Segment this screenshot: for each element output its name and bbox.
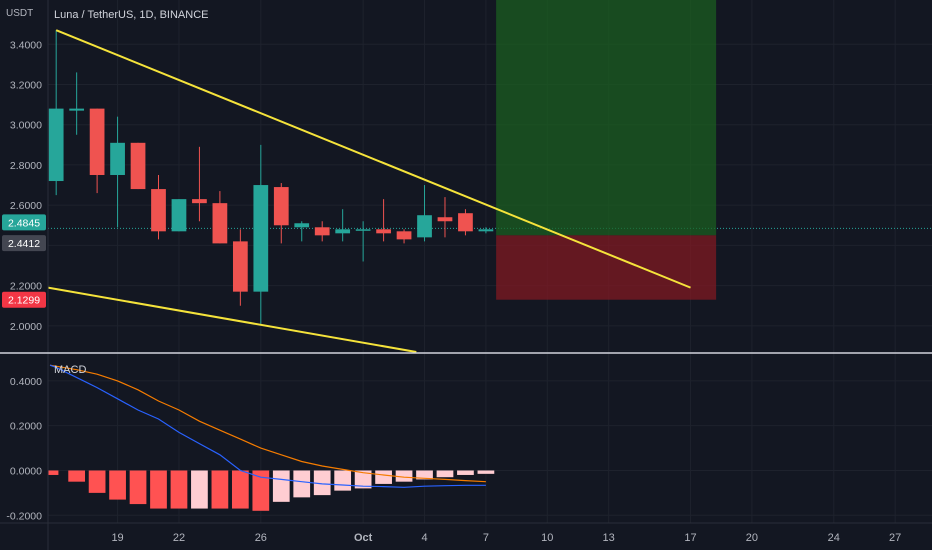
entry-price-label: 2.4412 xyxy=(8,238,40,250)
macd-histogram-bar xyxy=(170,470,188,509)
macd-histogram-bar xyxy=(293,470,311,498)
candle-body[interactable] xyxy=(151,189,166,232)
candle-body[interactable] xyxy=(355,229,371,231)
candles xyxy=(48,30,494,324)
macd-histogram-bar xyxy=(252,470,270,511)
macd-histogram-bar xyxy=(211,470,229,509)
candle-body[interactable] xyxy=(478,229,494,232)
macd-tick-label: 0.4000 xyxy=(10,376,42,388)
macd-histogram-bar xyxy=(313,470,331,496)
macd-histogram-bar xyxy=(477,470,495,474)
macd-line xyxy=(49,364,486,488)
candle-body[interactable] xyxy=(273,187,289,226)
macd-histogram-bar xyxy=(41,470,59,475)
candle-body[interactable] xyxy=(458,213,473,232)
x-tick-label: 26 xyxy=(255,532,267,544)
y-axis-background xyxy=(0,0,48,550)
macd-panel xyxy=(41,364,495,511)
macd-histogram-bar xyxy=(231,470,249,509)
x-tick-label: 27 xyxy=(889,532,901,544)
candle-body[interactable] xyxy=(314,227,330,236)
macd-tick-label: 0.2000 xyxy=(10,421,42,433)
price-tick-label: 2.8000 xyxy=(10,160,42,172)
target-zone[interactable] xyxy=(496,0,717,236)
position-zones xyxy=(496,0,717,300)
upper-trendline[interactable] xyxy=(55,29,691,289)
last-price-label: 2.4845 xyxy=(8,217,40,229)
entry-price-label-bg xyxy=(2,235,46,252)
x-tick-label: Oct xyxy=(354,532,373,544)
price-tick-label: 2.6000 xyxy=(10,200,42,212)
candle-body[interactable] xyxy=(335,229,351,234)
candle-body[interactable] xyxy=(232,241,248,292)
x-tick-label: 22 xyxy=(173,532,185,544)
price-tick-label: 2.0000 xyxy=(10,321,42,333)
price-tick-label: 2.2000 xyxy=(10,281,42,293)
candle-body[interactable] xyxy=(110,142,125,175)
x-tick-label: 17 xyxy=(684,532,696,544)
macd-histogram-bar xyxy=(150,470,167,509)
y-unit-label: USDT xyxy=(6,8,34,19)
x-tick-label: 4 xyxy=(421,532,427,544)
macd-histogram-bar xyxy=(68,470,86,482)
x-tick-label: 19 xyxy=(111,532,123,544)
price-tick-label: 3.4000 xyxy=(10,39,42,51)
last-price-label-bg xyxy=(2,214,46,231)
candle-body[interactable] xyxy=(130,142,146,190)
macd-histogram-bar xyxy=(272,470,290,502)
x-tick-label: 20 xyxy=(746,532,758,544)
candle-body[interactable] xyxy=(376,229,391,234)
macd-histogram-bar xyxy=(457,470,474,475)
stop-zone[interactable] xyxy=(496,235,717,300)
candle-body[interactable] xyxy=(437,217,453,222)
candle-body[interactable] xyxy=(396,231,412,240)
macd-histogram-bar xyxy=(109,470,126,500)
candle-body[interactable] xyxy=(253,185,269,292)
candle-body[interactable] xyxy=(69,108,85,111)
lower-trendline[interactable] xyxy=(47,286,417,353)
macd-histogram-bar xyxy=(88,470,106,493)
candle-body[interactable] xyxy=(294,223,310,228)
stop-price-label: 2.1299 xyxy=(8,295,40,307)
signal-line xyxy=(49,364,486,483)
x-tick-label: 7 xyxy=(483,532,489,544)
price-tick-label: 3.2000 xyxy=(10,79,42,91)
candle-body[interactable] xyxy=(212,203,228,244)
candle-body[interactable] xyxy=(48,108,64,182)
candle-body[interactable] xyxy=(192,199,207,204)
candle-body[interactable] xyxy=(171,199,187,232)
macd-histogram-bar xyxy=(334,470,352,491)
x-tick-label: 24 xyxy=(828,532,840,544)
macd-tick-label: 0.0000 xyxy=(10,465,42,477)
price-tick-label: 3.0000 xyxy=(10,120,42,132)
macd-histogram-bar xyxy=(191,470,208,509)
x-tick-label: 13 xyxy=(603,532,615,544)
macd-tick-label: -0.2000 xyxy=(6,510,42,522)
chart-title: Luna / TetherUS, 1D, BINANCE xyxy=(54,9,209,21)
macd-histogram-bar xyxy=(416,470,433,480)
x-tick-label: 10 xyxy=(541,532,553,544)
macd-label: MACD xyxy=(54,364,87,376)
macd-histogram-bar xyxy=(375,470,392,484)
price-labels: 2.4845 2.4412 2.1299 xyxy=(2,214,46,308)
macd-histogram-bar xyxy=(395,470,413,482)
grid-lines xyxy=(48,0,932,523)
candle-body[interactable] xyxy=(89,108,105,175)
stop-price-label-bg xyxy=(2,291,46,308)
macd-histogram-bar xyxy=(129,470,147,505)
candle-body[interactable] xyxy=(417,215,432,238)
macd-histogram-bar xyxy=(436,470,454,478)
trendlines[interactable] xyxy=(47,29,691,353)
macd-histogram-bar xyxy=(354,470,372,489)
